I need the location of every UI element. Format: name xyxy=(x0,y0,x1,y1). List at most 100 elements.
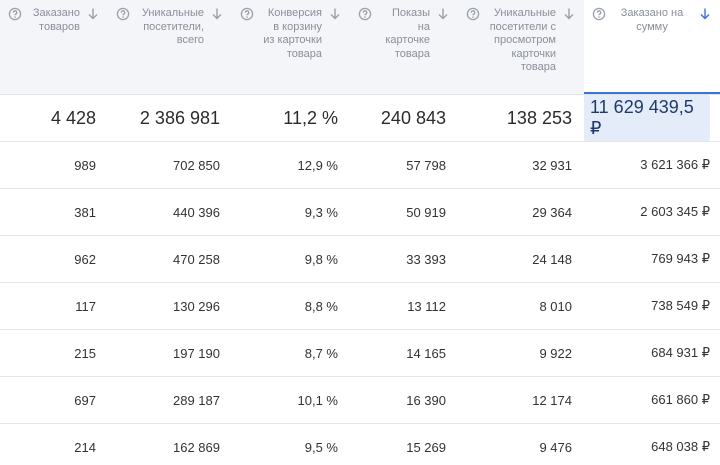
cell: 381 xyxy=(0,189,108,235)
cell-value: 3 621 366 ₽ xyxy=(640,157,710,172)
cell: 162 869 xyxy=(108,424,232,465)
cell: 697 xyxy=(0,377,108,423)
column-header[interactable]: Заказано товаров xyxy=(0,0,108,94)
cell-value: 648 038 ₽ xyxy=(651,439,710,454)
help-icon[interactable] xyxy=(240,7,254,21)
cell-value: 9,3 % xyxy=(304,204,338,220)
cell: 3 621 366 ₽ xyxy=(584,142,720,188)
cell-value: 32 931 xyxy=(532,157,572,173)
cell: 8,8 % xyxy=(232,283,350,329)
cell-value: 11 629 439,5 ₽ xyxy=(584,95,710,141)
cell-value: 162 869 xyxy=(173,439,220,455)
cell: 14 165 xyxy=(350,330,458,376)
cell: 24 148 xyxy=(458,236,584,282)
help-icon[interactable] xyxy=(116,7,130,21)
header-label: Показы на карточке товара xyxy=(385,7,430,60)
cell-value: 117 xyxy=(75,298,96,314)
cell-value: 9,8 % xyxy=(304,251,338,267)
header-label: Уникальные посетители с просмотром карто… xyxy=(489,7,556,73)
cell: 9,5 % xyxy=(232,424,350,465)
cell-value: 989 xyxy=(74,157,96,173)
cell-value: 11,2 % xyxy=(283,107,338,128)
data-row: 697 289 187 10,1 % 16 390 12 174 661 860 ₽ xyxy=(0,377,720,424)
cell-value: 738 549 ₽ xyxy=(651,298,710,313)
cell: 197 190 xyxy=(108,330,232,376)
column-header[interactable]: Показы на карточке товара xyxy=(350,0,458,94)
help-icon[interactable] xyxy=(466,7,480,21)
cell: 440 396 xyxy=(108,189,232,235)
cell-value: 4 428 xyxy=(50,107,96,128)
help-icon[interactable] xyxy=(8,7,22,21)
sort-icon[interactable] xyxy=(698,7,712,21)
column-header[interactable]: Уникальные посетители с просмотром карто… xyxy=(458,0,584,94)
sort-icon[interactable] xyxy=(210,7,224,21)
cell: 769 943 ₽ xyxy=(584,236,720,282)
cell: 215 xyxy=(0,330,108,376)
cell: 684 931 ₽ xyxy=(584,330,720,376)
sort-icon[interactable] xyxy=(328,7,342,21)
cell: 8,7 % xyxy=(232,330,350,376)
cell-value: 12,9 % xyxy=(297,157,338,173)
cell-value: 14 165 xyxy=(406,345,446,361)
cell-value: 2 386 981 xyxy=(139,107,220,128)
cell: 214 xyxy=(0,424,108,465)
cell-value: 214 xyxy=(74,439,96,455)
cell-value: 9 476 xyxy=(539,439,572,455)
header-label: Конверсия в корзину из карточки товара xyxy=(263,7,322,60)
cell-value: 769 943 ₽ xyxy=(651,251,710,266)
sort-icon[interactable] xyxy=(562,7,576,21)
cell: 962 xyxy=(0,236,108,282)
cell: 702 850 xyxy=(108,142,232,188)
cell: 240 843 xyxy=(350,95,458,141)
cell-value: 289 187 xyxy=(173,392,220,408)
cell-value: 381 xyxy=(74,204,96,220)
cell-value: 470 258 xyxy=(173,251,220,267)
column-header[interactable]: Заказано на сумму xyxy=(584,0,720,94)
header-label: Заказано на сумму xyxy=(620,7,684,33)
data-row: 214 162 869 9,5 % 15 269 9 476 648 038 ₽ xyxy=(0,424,720,465)
sort-icon[interactable] xyxy=(86,7,100,21)
cell: 648 038 ₽ xyxy=(584,424,720,465)
cell-value: 13 112 xyxy=(407,298,446,314)
cell: 9,3 % xyxy=(232,189,350,235)
cell: 130 296 xyxy=(108,283,232,329)
cell: 738 549 ₽ xyxy=(584,283,720,329)
cell: 661 860 ₽ xyxy=(584,377,720,423)
cell-value: 130 296 xyxy=(173,298,220,314)
cell-value: 10,1 % xyxy=(297,392,338,408)
help-icon[interactable] xyxy=(358,7,372,21)
cell-value: 8 010 xyxy=(539,298,572,314)
cell-value: 9,5 % xyxy=(304,439,338,455)
cell: 989 xyxy=(0,142,108,188)
cell: 15 269 xyxy=(350,424,458,465)
cell: 2 386 981 xyxy=(108,95,232,141)
cell: 12 174 xyxy=(458,377,584,423)
help-icon[interactable] xyxy=(592,7,606,21)
cell: 4 428 xyxy=(0,95,108,141)
cell-value: 661 860 ₽ xyxy=(651,392,710,407)
column-header[interactable]: Уникальные посетители, всего xyxy=(108,0,232,94)
sort-icon[interactable] xyxy=(436,7,450,21)
data-row: 215 197 190 8,7 % 14 165 9 922 684 931 ₽ xyxy=(0,330,720,377)
totals-row: 4 428 2 386 981 11,2 % 240 843 138 253 11 629… xyxy=(0,95,720,142)
header-row: Заказано товаров Уникальные посетители, в… xyxy=(0,0,720,95)
cell-value: 197 190 xyxy=(173,345,220,361)
cell: 11 629 439,5 ₽ xyxy=(584,95,720,141)
cell-value: 16 390 xyxy=(406,392,446,408)
cell: 16 390 xyxy=(350,377,458,423)
cell: 9 922 xyxy=(458,330,584,376)
cell-value: 12 174 xyxy=(532,392,572,408)
cell: 32 931 xyxy=(458,142,584,188)
cell-value: 15 269 xyxy=(406,439,446,455)
data-row: 989 702 850 12,9 % 57 798 32 931 3 621 366 ₽ xyxy=(0,142,720,189)
data-row: 117 130 296 8,8 % 13 112 8 010 738 549 ₽ xyxy=(0,283,720,330)
column-header[interactable]: Конверсия в корзину из карточки товара xyxy=(232,0,350,94)
cell-value: 138 253 xyxy=(506,107,572,128)
cell: 50 919 xyxy=(350,189,458,235)
cell-value: 50 919 xyxy=(406,204,446,220)
data-row: 381 440 396 9,3 % 50 919 29 364 2 603 345 ₽ xyxy=(0,189,720,236)
cell: 117 xyxy=(0,283,108,329)
cell: 470 258 xyxy=(108,236,232,282)
cell-value: 9 922 xyxy=(539,345,572,361)
